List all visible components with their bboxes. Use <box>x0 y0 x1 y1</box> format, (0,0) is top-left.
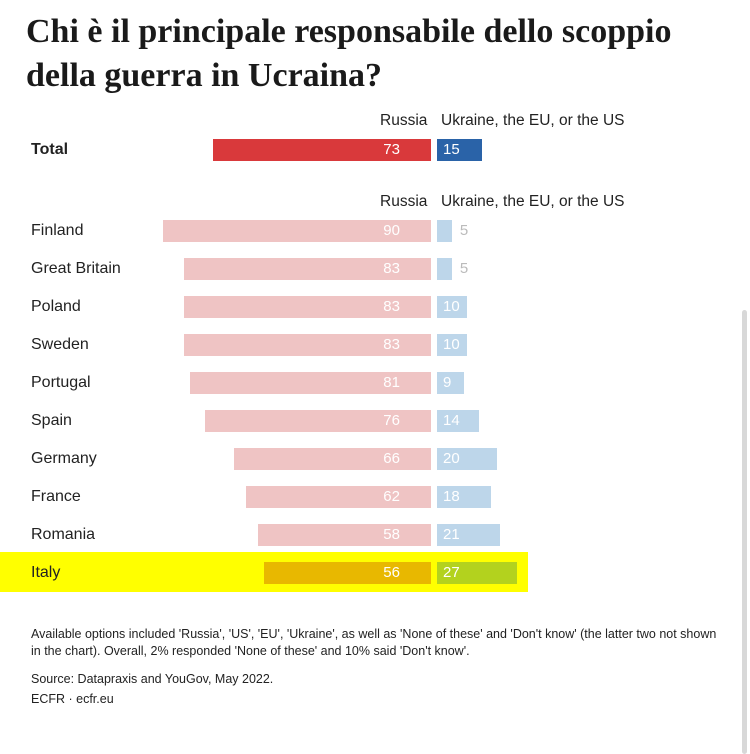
bar-other-great-britain <box>437 258 452 280</box>
page-scrollbar[interactable] <box>742 310 747 754</box>
row-label-sweden: Sweden <box>31 336 89 353</box>
row-label-italy: Italy <box>31 564 61 581</box>
column-header-other-countries: Ukraine, the EU, or the US <box>441 193 625 210</box>
value-other-italy: 27 <box>443 564 460 581</box>
footnote-options: Available options included 'Russia', 'US… <box>31 627 717 658</box>
value-other-romania: 21 <box>443 526 460 543</box>
footnote-source: Source: Datapraxis and YouGov, May 2022. <box>31 672 274 686</box>
row-label-finland: Finland <box>31 222 84 239</box>
bar-other-portugal <box>437 372 464 394</box>
bar-other-romania <box>437 524 500 546</box>
bar-russia-germany <box>234 448 431 470</box>
value-russia-sweden: 83 <box>383 336 400 353</box>
value-russia-spain: 76 <box>383 412 400 429</box>
value-russia-total: 73 <box>383 141 400 158</box>
bar-russia-spain <box>204 410 431 432</box>
bar-russia-portugal <box>189 372 431 394</box>
value-russia-france: 62 <box>383 488 400 505</box>
value-russia-germany: 66 <box>383 450 400 467</box>
value-russia-great-britain: 83 <box>383 260 400 277</box>
value-russia-finland: 90 <box>383 222 400 239</box>
value-russia-romania: 58 <box>383 526 400 543</box>
row-label-spain: Spain <box>31 412 72 429</box>
bar-other-sweden <box>437 334 467 356</box>
value-russia-poland: 83 <box>383 298 400 315</box>
value-russia-portugal: 81 <box>383 374 400 391</box>
value-other-great-britain: 5 <box>459 260 469 277</box>
row-label-total: Total <box>31 141 69 158</box>
value-other-total: 15 <box>443 141 460 158</box>
value-other-finland: 5 <box>459 222 469 239</box>
column-header-russia-countries: Russia <box>380 193 428 210</box>
chart-title: Chi è il principale responsabile dello s… <box>26 13 672 94</box>
bar-russia-italy <box>264 562 431 584</box>
bar-other-italy <box>437 562 518 584</box>
bar-russia-poland <box>183 296 431 318</box>
value-other-portugal: 9 <box>443 374 452 391</box>
value-russia-italy: 56 <box>383 564 400 581</box>
bar-other-france <box>437 486 491 508</box>
bar-other-finland <box>437 220 452 242</box>
value-other-poland: 10 <box>443 298 460 315</box>
row-label-portugal: Portugal <box>31 374 91 391</box>
bar-russia-total <box>213 139 431 161</box>
bar-russia-great-britain <box>183 258 431 280</box>
footnote-credit: ECFR · ecfr.eu <box>31 692 114 706</box>
column-header-russia-total: Russia <box>380 112 428 129</box>
bar-russia-sweden <box>183 334 431 356</box>
row-label-romania: Romania <box>31 526 96 543</box>
bar-russia-france <box>246 486 431 508</box>
bar-russia-finland <box>162 220 431 242</box>
row-label-poland: Poland <box>31 298 81 315</box>
value-other-germany: 20 <box>443 450 460 467</box>
row-label-france: France <box>31 488 81 505</box>
bar-other-germany <box>437 448 497 470</box>
row-label-great-britain: Great Britain <box>31 260 121 277</box>
value-other-france: 18 <box>443 488 460 505</box>
bar-other-spain <box>437 410 479 432</box>
value-other-sweden: 10 <box>443 336 460 353</box>
bar-other-total <box>437 139 482 161</box>
bar-russia-romania <box>258 524 431 546</box>
bar-other-poland <box>437 296 467 318</box>
column-header-other-total: Ukraine, the EU, or the US <box>441 112 625 129</box>
row-label-germany: Germany <box>31 450 97 467</box>
value-other-spain: 14 <box>443 412 460 429</box>
